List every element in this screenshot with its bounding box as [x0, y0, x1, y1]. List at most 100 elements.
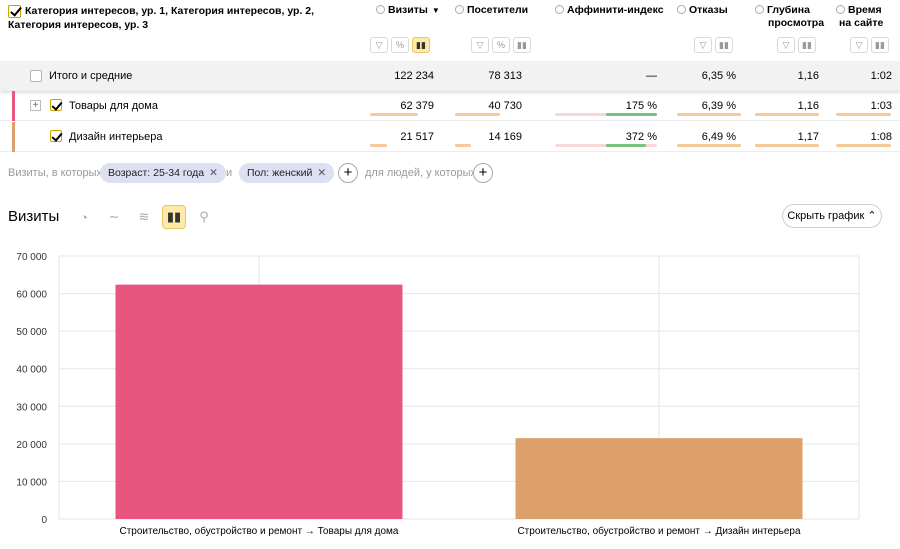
row-color-marker [12, 91, 15, 121]
row-time: 1:03 [870, 100, 892, 112]
column-chart-icon[interactable]: ▮▮ [162, 205, 186, 229]
hide-chart-button[interactable]: Скрыть график ⌃ [782, 204, 882, 228]
sort-desc-icon[interactable]: ▼ [431, 6, 440, 15]
table-row[interactable]: + Товары для дома 62 379 40 730 175 % 6,… [0, 91, 900, 121]
table-row[interactable]: Дизайн интерьера 21 517 14 169 372 % 6,4… [0, 122, 900, 152]
total-time: 1:02 [870, 70, 892, 82]
bar-chart-icon[interactable]: ▮▮ [798, 37, 816, 53]
filter-icon[interactable]: ▽ [777, 37, 795, 53]
col-header-visitors[interactable]: Посетители [455, 4, 528, 17]
chevron-up-icon: ⌃ [867, 210, 877, 222]
row-checkbox[interactable] [50, 99, 62, 111]
filter-chip-gender[interactable]: Пол: женский ✕ [239, 163, 335, 183]
expand-icon[interactable]: + [30, 100, 41, 111]
visitors-share-bar [455, 113, 500, 116]
pie-chart-icon[interactable]: ◔ [80, 209, 88, 225]
y-tick-label: 50 000 [16, 327, 47, 338]
x-tick-label: Строительство, обустройство и ремонт → Т… [120, 525, 399, 537]
map-pin-icon[interactable]: ⚲ [199, 209, 209, 224]
total-visits: 122 234 [394, 70, 434, 82]
total-depth: 1,16 [797, 70, 819, 82]
col-header-bounces[interactable]: Отказы [677, 4, 728, 17]
chart-title: Визиты [8, 208, 60, 225]
row-checkbox[interactable] [50, 130, 62, 142]
y-tick-label: 60 000 [16, 290, 47, 301]
x-tick-label: Строительство, обустройство и ремонт → Д… [517, 525, 801, 537]
line-chart-icon[interactable]: ∼ [108, 209, 120, 224]
segment-prefix: Визиты, в которых [8, 167, 102, 179]
time-controls: ▽ ▮▮ [850, 37, 889, 53]
y-tick-label: 10 000 [16, 477, 47, 488]
dimension-header-line2: Категория интересов, ур. 3 [8, 19, 149, 31]
remove-icon[interactable]: ✕ [317, 167, 327, 179]
select-all-checkbox[interactable] [8, 5, 21, 18]
col-header-visits[interactable]: Визиты ▼ [376, 4, 440, 17]
filter-icon[interactable]: ▽ [370, 37, 388, 53]
total-affinity: — [646, 70, 657, 82]
add-people-condition-button[interactable]: + [473, 163, 493, 183]
add-condition-button[interactable]: + [338, 163, 358, 183]
depth-bar [755, 144, 819, 147]
depth-controls: ▽ ▮▮ [777, 37, 816, 53]
time-bar [836, 144, 891, 147]
remove-icon[interactable]: ✕ [209, 167, 218, 179]
filter-chip-age[interactable]: Возраст: 25-34 года ✕ [100, 163, 226, 183]
help-icon[interactable] [376, 5, 385, 14]
totals-label: Итого и средние [49, 70, 133, 82]
row-visitors: 40 730 [488, 100, 522, 112]
bar [115, 284, 403, 519]
totals-checkbox[interactable] [30, 70, 42, 82]
total-visitors: 78 313 [488, 70, 522, 82]
y-tick-label: 20 000 [16, 440, 47, 451]
help-icon[interactable] [677, 5, 686, 14]
bounces-bar [677, 113, 741, 116]
row-affinity: 372 % [625, 131, 657, 143]
filter-icon[interactable]: ▽ [471, 37, 489, 53]
col-header-depth[interactable]: Глубина просмотра [755, 4, 824, 30]
visits-controls: ▽ % ▮▮ [370, 37, 430, 53]
y-tick-label: 30 000 [16, 402, 47, 413]
percent-icon[interactable]: % [391, 37, 409, 53]
bar-chart-icon[interactable]: ▮▮ [513, 37, 531, 53]
visitors-share-bar [455, 144, 471, 147]
row-bounces: 6,49 % [701, 131, 736, 143]
table-header: Категория интересов, ур. 1, Категория ин… [0, 0, 900, 62]
bar-chart-icon[interactable]: ▮▮ [871, 37, 889, 53]
y-tick-label: 70 000 [16, 252, 47, 263]
report-table: Категория интересов, ур. 1, Категория ин… [0, 0, 900, 152]
row-time: 1:08 [870, 131, 892, 143]
filter-icon[interactable]: ▽ [850, 37, 868, 53]
col-header-affinity[interactable]: Аффинити-индекс [555, 4, 664, 17]
help-icon[interactable] [755, 5, 764, 14]
totals-row: Итого и средние 122 234 78 313 — 6,35 % … [0, 61, 900, 91]
row-label: Дизайн интерьера [69, 131, 163, 143]
col-header-time[interactable]: Время на сайте [836, 4, 883, 30]
y-tick-label: 40 000 [16, 365, 47, 376]
row-bounces: 6,39 % [701, 100, 736, 112]
time-bar [836, 113, 891, 116]
bounces-bar [677, 144, 741, 147]
row-depth: 1,17 [797, 131, 819, 143]
help-icon[interactable] [555, 5, 564, 14]
percent-icon[interactable]: % [492, 37, 510, 53]
y-tick-label: 0 [41, 515, 47, 526]
help-icon[interactable] [836, 5, 845, 14]
row-visits: 62 379 [400, 100, 434, 112]
segment-suffix: для людей, у которых [365, 167, 476, 179]
row-color-marker [12, 122, 15, 152]
dimension-header-line1: Категория интересов, ур. 1, Категория ин… [25, 5, 315, 17]
visits-bar-chart: 70 000 60 000 50 000 40 000 30 000 20 000 10 0… [16, 252, 860, 537]
segment-conj: и [226, 167, 233, 179]
affinity-bar [606, 144, 646, 147]
area-chart-icon[interactable]: ≋ [138, 209, 150, 224]
help-icon[interactable] [455, 5, 464, 14]
segment-filters: Визиты, в которых Возраст: 25-34 года ✕ и… [0, 160, 900, 186]
filter-icon[interactable]: ▽ [694, 37, 712, 53]
bounces-controls: ▽ ▮▮ [694, 37, 733, 53]
row-visits: 21 517 [400, 131, 434, 143]
dimension-header[interactable]: Категория интересов, ур. 1, Категория ин… [8, 4, 338, 32]
bar-chart-icon[interactable]: ▮▮ [715, 37, 733, 53]
visitors-controls: ▽ % ▮▮ [471, 37, 531, 53]
total-bounces: 6,35 % [701, 70, 736, 82]
bar-chart-icon[interactable]: ▮▮ [412, 37, 430, 53]
